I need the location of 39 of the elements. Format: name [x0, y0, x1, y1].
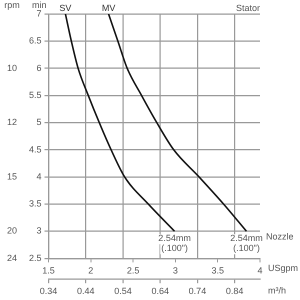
y-tick-label: 2.5: [28, 252, 42, 263]
y-tick-label: 4: [36, 171, 42, 182]
x2-tick-label: 0.54: [114, 286, 132, 296]
y-tick-label: 3: [36, 226, 42, 236]
y-tick-label: 6.5: [28, 36, 42, 46]
x-tick-label: 2: [88, 265, 94, 276]
y-tick-label: 4.5: [28, 144, 42, 154]
text: 20: [6, 226, 18, 236]
x2-axis-title: m³/h: [268, 286, 286, 296]
x-axis-title: USgpm: [268, 262, 298, 273]
x-tick-label: 2.5: [126, 265, 140, 276]
x2-tick-label: 0.34: [40, 286, 58, 296]
y-tick-label: 5: [36, 117, 42, 128]
text: 10: [6, 62, 18, 73]
x-tick-label: 1.5: [42, 265, 55, 276]
y-tick-label: 3.5: [28, 198, 42, 209]
text: Stator: [236, 2, 260, 13]
x2-tick-label: 0.44: [76, 286, 95, 296]
y-tick-label: 6: [36, 62, 42, 73]
annotation: 2.54mm (.100"): [230, 233, 263, 254]
text: 24: [6, 252, 18, 263]
x2-tick-label: 0.84: [226, 286, 244, 296]
y-tick-label: 5.5: [28, 90, 42, 100]
x-tick-label: 3: [172, 265, 178, 276]
text: 12: [6, 117, 18, 128]
x-tick-label: 4: [257, 265, 263, 276]
annotation: 2.54mm (.100"): [158, 233, 191, 254]
line-series: [64, 14, 176, 232]
y-axis-title: min: [32, 0, 47, 10]
series-label: MV: [102, 2, 116, 13]
text: Nozzle: [266, 232, 294, 242]
series-label: SV: [59, 2, 72, 13]
x2-tick-label: 0.74: [188, 286, 206, 296]
text: 15: [6, 171, 18, 182]
y-tick-label: 7: [36, 8, 42, 18]
line-series: [108, 14, 248, 232]
text: rpm: [4, 0, 20, 10]
x-tick-label: 3.5: [211, 265, 224, 276]
x2-tick-label: 0.64: [151, 286, 169, 296]
